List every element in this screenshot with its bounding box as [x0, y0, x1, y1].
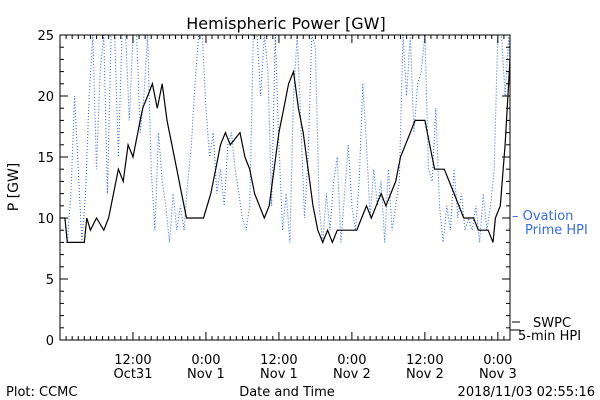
- legend-ovation-line1: – Ovation: [512, 209, 573, 224]
- y-tick-label: 10: [37, 212, 54, 227]
- x-tick-date-label: Oct31: [113, 367, 152, 382]
- plot-credit: Plot: CCMC: [6, 385, 77, 400]
- x-tick-date-label: Nov 1: [187, 367, 225, 382]
- x-tick-time-label: 12:00: [260, 353, 297, 368]
- legend: – Ovation Prime HPI SWPC 5-min HPI: [510, 209, 588, 344]
- y-axis-label: P [GW]: [6, 163, 22, 212]
- plot-frame: [59, 34, 511, 341]
- x-tick-time-label: 12:00: [406, 353, 443, 368]
- x-tick-time-label: 0:00: [337, 353, 366, 368]
- x-tick-date-label: Nov 1: [260, 367, 298, 382]
- x-tick-date-label: Nov 3: [479, 367, 517, 382]
- y-tick-label: 5: [46, 273, 54, 288]
- legend-ovation-line2: Prime HPI: [525, 223, 588, 238]
- x-tick-date-label: Nov 2: [406, 367, 444, 382]
- series-swpc-line: [60, 59, 510, 245]
- chart-title: Hemispheric Power [GW]: [186, 14, 385, 33]
- x-tick-time-label: 0:00: [191, 353, 220, 368]
- x-tick-time-label: 12:00: [114, 353, 151, 368]
- y-tick-label: 20: [37, 90, 54, 105]
- y-tick-label: 0: [46, 334, 54, 349]
- y-tick-label: 15: [37, 151, 54, 166]
- x-tick-time-label: 0:00: [483, 353, 512, 368]
- x-axis-label: Date and Time: [239, 385, 335, 400]
- legend-swpc-line2: 5-min HPI: [518, 329, 581, 344]
- series-layer: [60, 35, 510, 245]
- y-axis: 0 5 10 15 20 25: [37, 29, 510, 349]
- legend-swpc-line1: SWPC: [533, 316, 571, 331]
- x-tick-date-label: Nov 2: [333, 367, 371, 382]
- y-tick-label: 25: [37, 29, 54, 44]
- series-ovation-prime-line: [60, 35, 510, 243]
- plot-timestamp: 2018/11/03 02:55:16: [458, 385, 595, 400]
